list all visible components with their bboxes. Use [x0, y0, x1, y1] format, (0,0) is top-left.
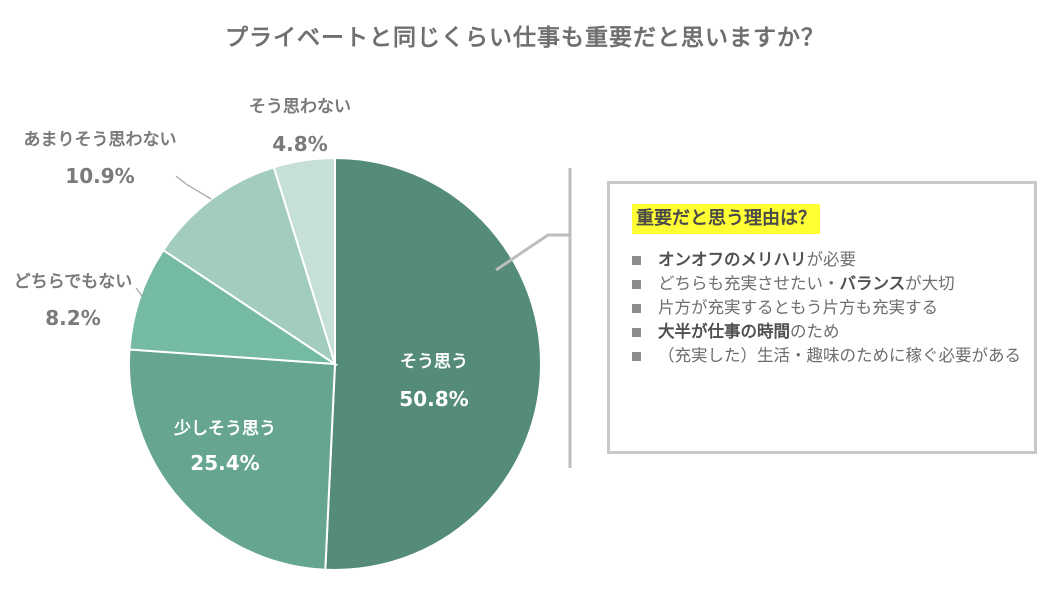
reason-emphasis: 大半が仕事の時間 [658, 322, 790, 341]
reason-item: 大半が仕事の時間のため [632, 320, 1032, 344]
reason-text: のため [790, 322, 840, 341]
slice-label-strongly-agree: そう思う [400, 352, 468, 372]
reasons-title: 重要だと思う理由は？ [632, 204, 820, 234]
square-bullet-icon [632, 328, 641, 337]
reason-emphasis: バランス [839, 274, 906, 293]
reason-text: が必要 [806, 250, 857, 269]
leader-line-somewhat-disagree [175, 175, 212, 200]
slice-labels: そう思う 50.8% 少しそう思う 25.4% どちらでもない 8.2% あまりそう思わない… [14, 97, 469, 475]
slice-label-somewhat-agree: 少しそう思う [173, 419, 276, 439]
chart-title: プライベートと同じくらい仕事も重要だと思いますか？ [225, 25, 825, 51]
reasons-list: オンオフのメリハリが必要 どちらも充実させたい・バランスが大切 片方が充実するともう… [632, 248, 1032, 368]
reason-text: 片方が充実するともう片方も充実する [658, 298, 939, 317]
square-bullet-icon [632, 352, 641, 361]
leader-line-neutral [135, 287, 143, 297]
slice-label-neutral: どちらでもない [14, 272, 133, 292]
reason-text: が大切 [905, 274, 955, 293]
slice-value-somewhat-agree: 25.4% [190, 451, 259, 475]
callout-pointer-line [495, 233, 570, 272]
slice-value-disagree: 4.8% [272, 132, 327, 156]
reason-item: オンオフのメリハリが必要 [632, 248, 1032, 272]
square-bullet-icon [632, 280, 641, 289]
square-bullet-icon [632, 304, 641, 313]
pie-slice-somewhat-disagree [161, 166, 337, 367]
slice-value-somewhat-disagree: 10.9% [65, 164, 134, 188]
slice-value-neutral: 8.2% [45, 306, 100, 330]
reason-item: 片方が充実するともう片方も充実する [632, 296, 1032, 320]
pie-slice-neutral [128, 248, 339, 366]
square-bullet-icon [632, 256, 641, 265]
reasons-callout-box: 重要だと思う理由は？ オンオフのメリハリが必要 どちらも充実させたい・バランスが大… [607, 181, 1037, 454]
reason-emphasis: オンオフのメリハリ [658, 250, 807, 269]
leader-lines [135, 175, 212, 297]
pie-slice-somewhat-agree [128, 348, 337, 571]
slices-layer [128, 156, 542, 571]
slice-value-strongly-agree: 50.8% [399, 387, 468, 411]
reason-text: （充実した）生活・趣味のために稼ぐ必要がある [658, 346, 1021, 365]
callout-connector [495, 168, 572, 468]
pie-slice-disagree [272, 156, 336, 365]
slice-label-somewhat-disagree: あまりそう思わない [24, 130, 177, 150]
pie-slice-strongly-agree [324, 156, 542, 571]
slice-label-disagree: そう思わない [249, 97, 351, 117]
reason-item: （充実した）生活・趣味のために稼ぐ必要がある [632, 344, 1032, 368]
reason-item: どちらも充実させたい・バランスが大切 [632, 272, 1032, 296]
reason-text: どちらも充実させたい・ [658, 274, 840, 293]
